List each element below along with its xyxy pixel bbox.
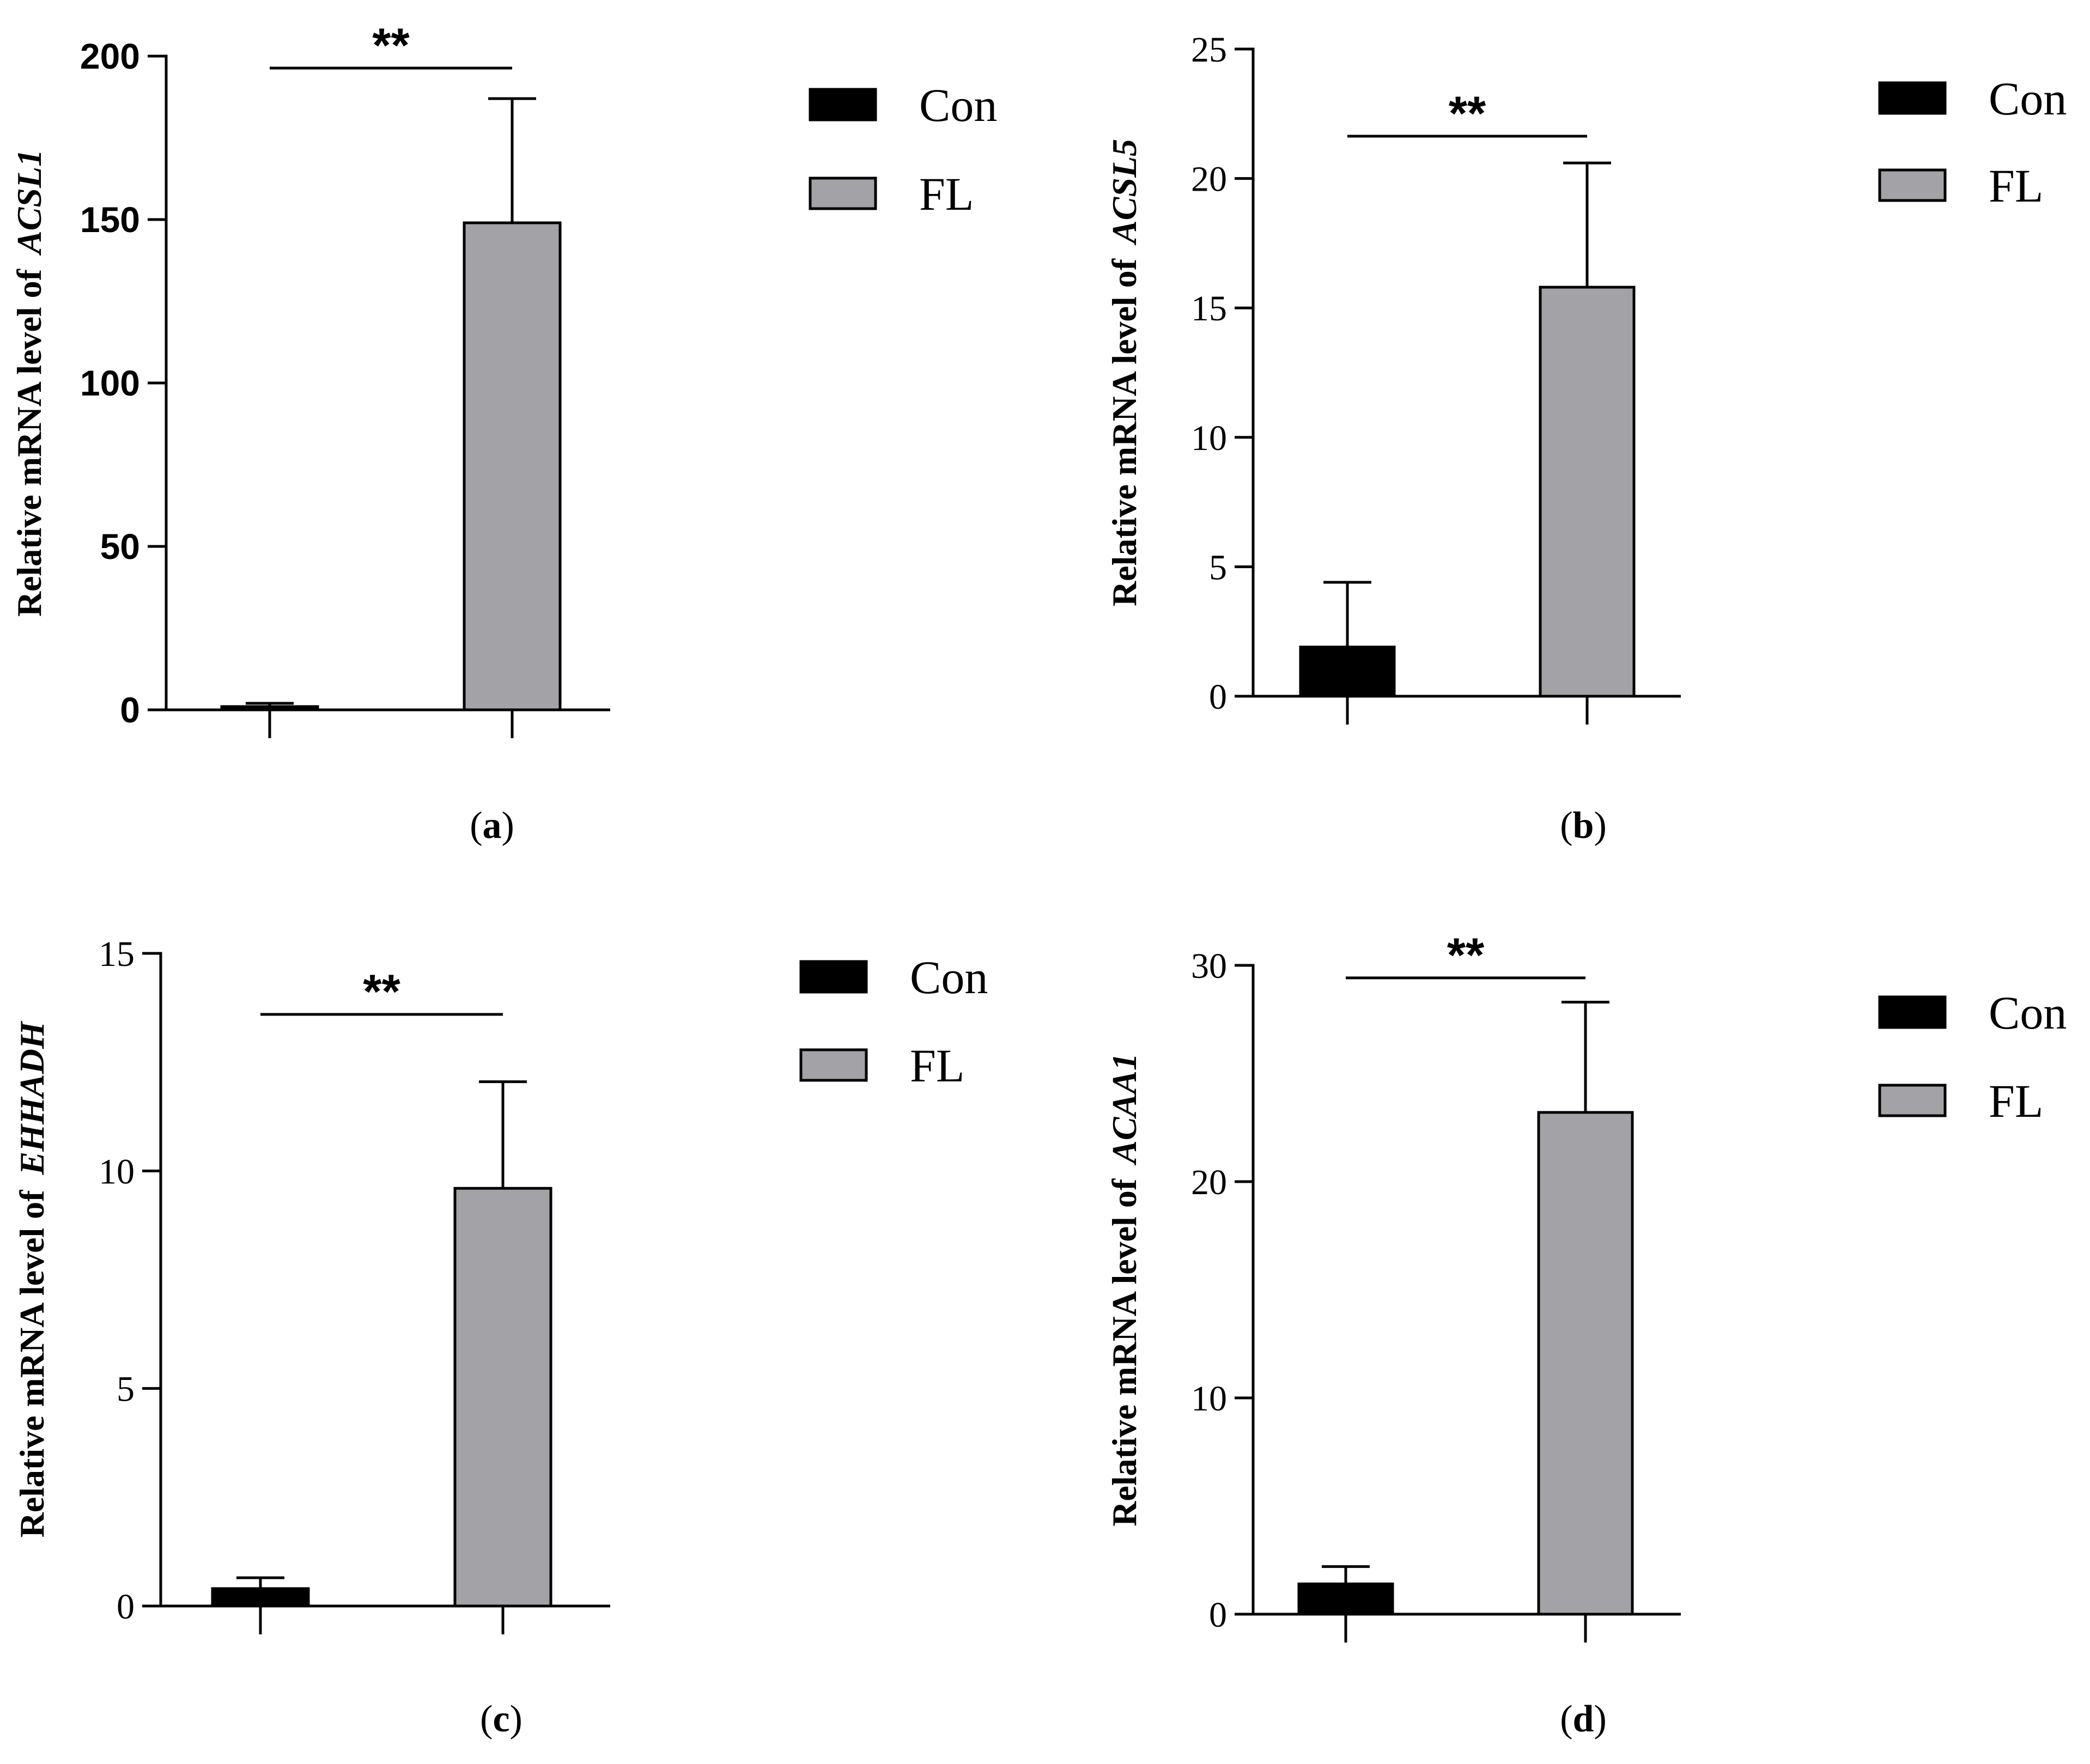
- y-axis-label-gene: EHHADH: [13, 1020, 51, 1175]
- panel-label: (d): [1560, 1698, 1607, 1740]
- panel-label: (c): [480, 1698, 522, 1740]
- y-tick-label: 10: [1191, 418, 1227, 458]
- panel-label-letter: c: [493, 1698, 509, 1740]
- legend-label-fl: FL: [1989, 160, 2043, 212]
- bar-fl: [453, 1187, 552, 1608]
- bar-con: [220, 705, 319, 711]
- panel-label: (a): [470, 805, 514, 847]
- legend-label-con: Con: [1989, 987, 2067, 1039]
- y-axis-label: Relative mRNA level of ACSL1: [10, 149, 48, 617]
- panel-d: 0 10 20 30 ** Relative mRNA level of ACAA1 Con F…: [1105, 928, 2067, 1740]
- legend-label-con: Con: [910, 951, 988, 1003]
- panel-label-letter: a: [483, 805, 502, 847]
- y-tick-label: 0: [1209, 1595, 1227, 1635]
- y-axis-label-prefix: Relative mRNA level of: [10, 269, 48, 617]
- legend-label-con: Con: [1989, 72, 2067, 125]
- legend-swatch-fl: [809, 177, 877, 210]
- y-tick-label: 10: [99, 1152, 135, 1191]
- panel-label-open: (: [1560, 805, 1572, 847]
- y-axis-label: Relative mRNA level of ACSL5: [1105, 139, 1144, 606]
- panel-b: 0 5 10 15 20 25 ** Relative mRNA level of ACSL5 C…: [1105, 30, 2067, 847]
- y-tick-label: 10: [1191, 1379, 1227, 1419]
- legend-swatch-con: [799, 960, 868, 994]
- y-tick-label: 30: [1191, 946, 1227, 986]
- legend-label-fl: FL: [1989, 1075, 2043, 1127]
- bar-fl: [1537, 1111, 1634, 1616]
- panel-label-open: (: [1560, 1698, 1572, 1740]
- y-tick-label: 50: [100, 526, 140, 567]
- y-tick-label: 0: [1209, 677, 1227, 717]
- y-axis-label-gene: ACSL5: [1105, 139, 1144, 246]
- significance-marker: **: [1449, 86, 1486, 140]
- y-axis-label-prefix: Relative mRNA level of: [1105, 258, 1144, 606]
- y-tick-label: 5: [117, 1370, 135, 1409]
- y-tick-label: 200: [80, 36, 140, 76]
- panel-label-close: ): [1594, 805, 1606, 847]
- panel-label-letter: b: [1573, 805, 1594, 847]
- significance-marker: **: [363, 964, 400, 1018]
- y-tick-label: 100: [80, 363, 140, 403]
- panel-label-close: ): [502, 805, 514, 847]
- legend-swatch-fl: [1878, 168, 1947, 202]
- y-tick-label: 15: [1191, 289, 1227, 329]
- legend-swatch-fl: [799, 1048, 868, 1082]
- y-tick-label: 15: [99, 934, 135, 974]
- legend-label-fl: FL: [919, 168, 974, 220]
- panel-a: 0 50 100 150 200 ** Relative mRNA level of ACSL…: [10, 18, 997, 847]
- y-tick-label: 0: [117, 1587, 135, 1627]
- y-tick-label: 150: [80, 199, 140, 240]
- y-axis-label-gene: ACSL1: [10, 149, 48, 256]
- panel-label-letter: d: [1573, 1698, 1594, 1740]
- panel-c: 0 5 10 15 ** Relative mRNA level of EHHADH Con F…: [13, 934, 988, 1740]
- y-tick-label: 20: [1191, 160, 1227, 199]
- y-axis-label-gene: ACAA1: [1105, 1053, 1144, 1166]
- significance-marker: **: [372, 18, 410, 72]
- legend-swatch-fl: [1878, 1084, 1947, 1117]
- y-axis-label: Relative mRNA level of EHHADH: [13, 1020, 51, 1537]
- y-tick-label: 0: [120, 690, 140, 730]
- bar-fl: [1539, 285, 1636, 698]
- panel-label-open: (: [480, 1698, 493, 1740]
- legend-swatch-con: [809, 88, 877, 121]
- y-tick-label: 5: [1209, 548, 1227, 587]
- bar-con: [1297, 1582, 1394, 1616]
- legend-swatch-con: [1878, 995, 1947, 1029]
- bar-con: [1299, 646, 1396, 698]
- bar-fl: [463, 221, 562, 711]
- legend-label-fl: FL: [910, 1039, 964, 1092]
- bar-con: [211, 1587, 310, 1608]
- panel-label-close: ): [1594, 1698, 1606, 1740]
- legend-swatch-con: [1878, 81, 1947, 115]
- panel-label: (b): [1560, 805, 1607, 847]
- y-tick-label: 20: [1191, 1163, 1227, 1202]
- y-axis-label: Relative mRNA level of ACAA1: [1105, 1053, 1144, 1526]
- panel-label-close: ): [510, 1698, 522, 1740]
- y-tick-label: 25: [1191, 30, 1227, 70]
- panel-label-open: (: [470, 805, 482, 847]
- y-axis-label-prefix: Relative mRNA level of: [13, 1190, 51, 1538]
- significance-marker: **: [1447, 928, 1485, 982]
- y-axis-label-prefix: Relative mRNA level of: [1105, 1178, 1144, 1526]
- legend-label-con: Con: [919, 79, 997, 131]
